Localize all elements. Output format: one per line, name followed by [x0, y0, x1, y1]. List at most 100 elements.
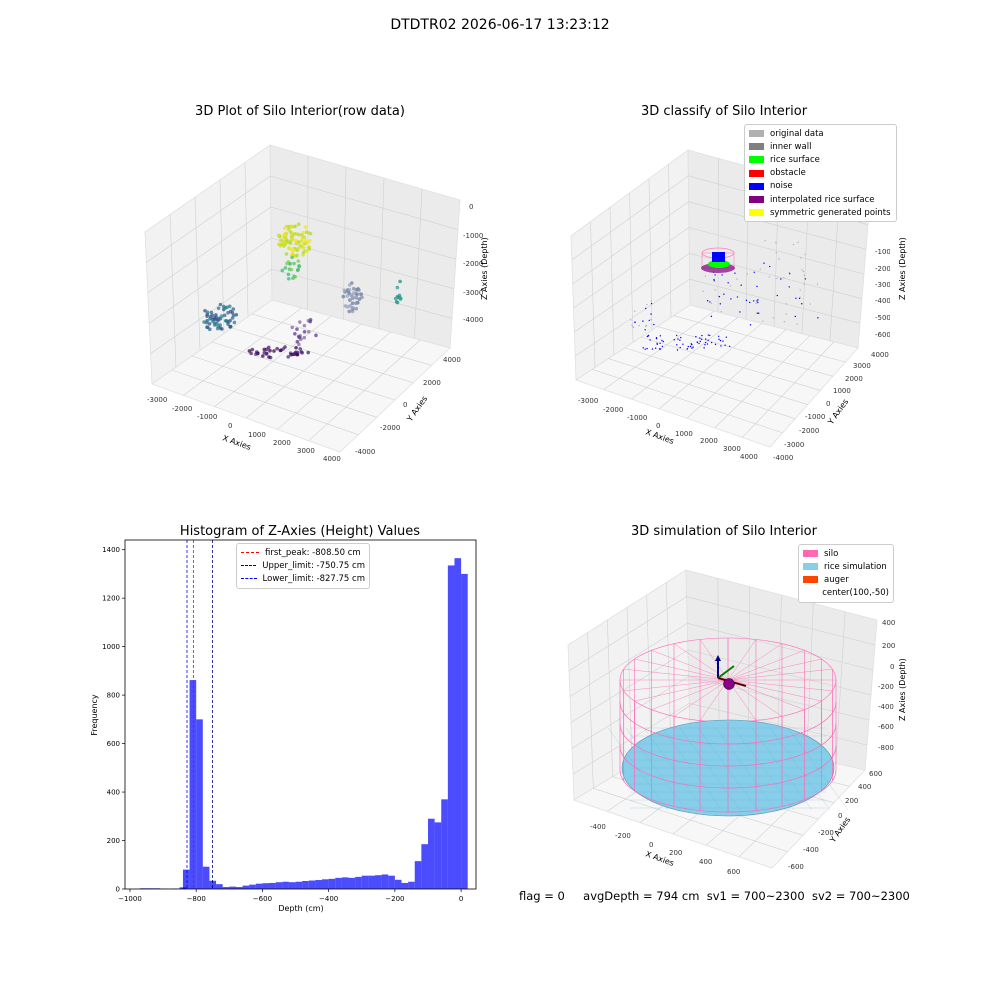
plot2-xtick: 0: [656, 422, 660, 430]
scatter-point: [223, 318, 228, 323]
plot4-ytick: -200: [818, 829, 834, 837]
grid-line: [641, 336, 821, 391]
scatter-point: [302, 323, 307, 328]
scatter-point: [398, 279, 402, 284]
scatter-point: [397, 293, 402, 298]
plot1-xtick: 4000: [323, 455, 341, 463]
scatter-point: [348, 298, 352, 302]
plot4-ytick: 200: [845, 797, 858, 805]
scatter-point: [740, 284, 742, 286]
scatter-point: [218, 323, 222, 327]
scatter-point: [296, 246, 301, 251]
silo-roof-line: [651, 679, 729, 710]
avg-depth-text: avgDepth = 794 cm: [583, 889, 700, 903]
scatter-point: [650, 300, 653, 302]
hist-title: Histogram of Z-Axies (Height) Values: [179, 524, 421, 539]
plot2-ztick: -3000: [875, 281, 890, 289]
scatter-point: [676, 344, 678, 346]
grid-line: [378, 177, 385, 329]
scatter-point: [701, 334, 703, 337]
scatter-point: [746, 273, 749, 275]
scatter-point: [656, 343, 658, 346]
hist-ytick-label: 800: [107, 692, 120, 700]
scatter-point: [780, 278, 782, 280]
legend-swatch: [803, 550, 818, 558]
plot2-xtick: -2000: [603, 406, 623, 414]
grid-line: [835, 611, 846, 764]
hist-bar: [322, 879, 329, 889]
scatter-point: [284, 252, 289, 256]
silo-roof-line: [727, 639, 757, 681]
plot2-ztick: -2000: [875, 265, 890, 273]
plot2-ztick: -1000: [875, 248, 890, 256]
grid-line: [270, 206, 457, 260]
scatter-point: [696, 341, 699, 343]
plot4-xtick: 400: [699, 858, 712, 866]
scatter-point: [290, 255, 294, 260]
scatter-point: [644, 348, 646, 350]
scatter-point: [350, 301, 355, 306]
scatter-point: [655, 336, 658, 339]
legend-swatch: [749, 130, 764, 138]
scatter-point: [691, 343, 693, 346]
scatter-point: [302, 335, 307, 340]
scatter-point: [728, 345, 731, 348]
plot2-ytick: 2000: [845, 375, 863, 383]
scatter-point: [800, 257, 802, 259]
scatter-point: [286, 355, 291, 359]
scatter-point: [294, 345, 298, 350]
scatter-point: [801, 303, 803, 305]
scatter-point: [677, 338, 679, 340]
scatter-point: [268, 348, 272, 353]
scatter-point: [776, 294, 778, 297]
scatter-point: [714, 289, 716, 291]
scatter-point: [816, 283, 819, 285]
scatter-point: [710, 315, 713, 318]
scatter-point: [707, 334, 710, 336]
plot1-ytick: 4000: [443, 356, 461, 364]
scatter-point: [705, 338, 707, 340]
hist-bar: [295, 881, 303, 889]
plot4-ztick: -800: [878, 744, 894, 752]
plot1-panes: [144, 144, 461, 453]
scatter-point: [769, 265, 771, 268]
scatter-point: [709, 301, 711, 303]
scatter-point: [395, 285, 400, 290]
scatter-point: [222, 313, 227, 318]
silo-ring: [619, 701, 837, 745]
scatter-point: [215, 326, 220, 331]
silo-roof-line: [727, 679, 833, 692]
scatter-point: [762, 320, 764, 322]
grid-line: [592, 369, 783, 434]
hist-bar: [255, 883, 263, 889]
scatter-point: [778, 258, 780, 260]
silo-roof-line: [727, 679, 783, 717]
scatter-point: [689, 345, 692, 348]
hist-bar: [182, 869, 190, 889]
hist-bar: [401, 882, 409, 889]
scatter-point: [296, 267, 300, 272]
scatter-point: [642, 347, 644, 349]
legend-item: auger: [803, 573, 889, 586]
scatter-point: [644, 329, 646, 331]
legend-swatch: [749, 209, 764, 217]
scatter-point: [288, 247, 293, 251]
scatter-point: [289, 234, 294, 239]
scatter-point: [210, 313, 215, 318]
scatter-point: [644, 325, 647, 328]
scatter-point: [306, 350, 311, 355]
plot1-xtick: -3000: [147, 396, 167, 404]
scatter-point: [708, 334, 711, 337]
plot4-xtick: 0: [649, 841, 653, 849]
plot2-title: 3D classify of Silo Interior: [640, 104, 808, 119]
scatter-point: [350, 305, 354, 310]
hist-bar: [249, 884, 256, 889]
plot4-ztick: 200: [882, 642, 895, 650]
grid-line: [714, 335, 811, 429]
plot2-silo-cluster: [701, 247, 735, 273]
scatter-point: [721, 274, 723, 276]
scatter-point: [817, 317, 819, 319]
grid-line: [146, 175, 271, 263]
plot1-ztick: -3000: [463, 289, 483, 297]
plot1-xtick: 2000: [273, 439, 291, 447]
